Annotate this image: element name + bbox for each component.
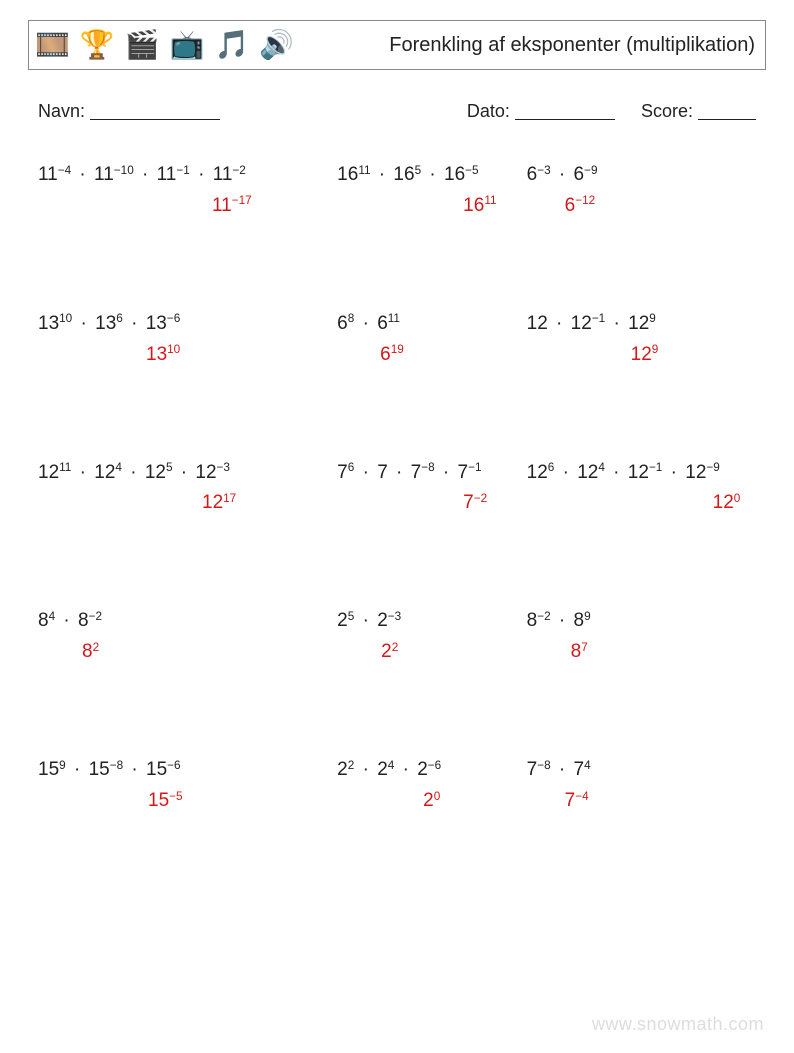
problem-answer: 22 (337, 641, 526, 663)
problem-answer: 1611 (337, 195, 526, 217)
problem-cell: 8−2 · 89 87 (527, 610, 756, 663)
problem-cell: 11−4 · 11−10 · 11−1 · 11−2 11−17 (38, 164, 337, 217)
score-blank (698, 101, 756, 120)
film-reel-icon: 🎞️ (35, 31, 70, 59)
watermark: www.snowmath.com (592, 1014, 764, 1035)
problem-expression: 1310 · 136 · 13−6 (38, 313, 337, 336)
problem-answer: 87 (527, 641, 756, 663)
problem-cell: 12 · 12−1 · 129 129 (527, 313, 756, 366)
problem-cell: 25 · 2−3 22 (337, 610, 526, 663)
problem-cell: 126 · 124 · 12−1 · 12−9 120 (527, 462, 756, 515)
problem-row: 1310 · 136 · 13−6 131068 · 611 61912 · 12−… (38, 313, 756, 366)
problem-answer: 1310 (38, 344, 337, 366)
problem-cell: 84 · 8−2 82 (38, 610, 337, 663)
problem-answer: 11−17 (38, 195, 337, 217)
problem-expression: 159 · 15−8 · 15−6 (38, 759, 337, 782)
problem-row: 84 · 8−2 8225 · 2−3 228−2 · 89 87 (38, 610, 756, 663)
problem-answer: 120 (527, 492, 756, 514)
meta-right: Dato: Score: (467, 98, 756, 122)
problem-cell: 6−3 · 6−9 6−12 (527, 164, 756, 217)
problem-expression: 7−8 · 74 (527, 759, 756, 782)
problem-expression: 22 · 24 · 2−6 (337, 759, 526, 782)
problem-cell: 1310 · 136 · 13−6 1310 (38, 313, 337, 366)
speakers-icon: 🔊 (259, 31, 294, 59)
header-box: 🎞️ 🏆 🎬 📺 🎵 🔊 Forenkling af eksponenter (multi… (28, 20, 766, 70)
problem-answer: 1217 (38, 492, 337, 514)
score-label: Score: (641, 101, 693, 121)
problem-cell: 7−8 · 74 7−4 (527, 759, 756, 812)
problem-expression: 84 · 8−2 (38, 610, 337, 633)
meta-row: Navn: Dato: Score: (38, 98, 756, 122)
problem-expression: 12 · 12−1 · 129 (527, 313, 756, 336)
problem-expression: 11−4 · 11−10 · 11−1 · 11−2 (38, 164, 337, 187)
problem-expression: 1211 · 124 · 125 · 12−3 (38, 462, 337, 485)
screen-icon: 📺 (170, 31, 205, 59)
problem-expression: 1611 · 165 · 16−5 (337, 164, 526, 187)
problem-expression: 8−2 · 89 (527, 610, 756, 633)
problem-expression: 6−3 · 6−9 (527, 164, 756, 187)
meta-date: Dato: (467, 98, 615, 122)
problem-answer: 7−2 (337, 492, 526, 514)
problem-answer: 15−5 (38, 790, 337, 812)
problem-expression: 68 · 611 (337, 313, 526, 336)
problems-grid: 11−4 · 11−10 · 11−1 · 11−2 11−171611 · 16… (38, 164, 756, 812)
problem-cell: 68 · 611 619 (337, 313, 526, 366)
meta-score: Score: (641, 98, 756, 122)
problem-expression: 25 · 2−3 (337, 610, 526, 633)
problem-cell: 159 · 15−8 · 15−6 15−5 (38, 759, 337, 812)
music-note-icon: 🎵 (215, 31, 250, 59)
problem-row: 159 · 15−8 · 15−6 15−522 · 24 · 2−6 207−8 … (38, 759, 756, 812)
trophy-icon: 🏆 (80, 31, 115, 59)
date-label: Dato: (467, 101, 510, 121)
problem-cell: 1211 · 124 · 125 · 12−3 1217 (38, 462, 337, 515)
date-blank (515, 101, 615, 120)
problem-answer: 7−4 (527, 790, 756, 812)
meta-name: Navn: (38, 98, 220, 122)
problem-row: 1211 · 124 · 125 · 12−3 121776 · 7 · 7−8 … (38, 462, 756, 515)
worksheet-title: Forenkling af eksponenter (multiplikatio… (389, 34, 755, 57)
problem-answer: 82 (38, 641, 337, 663)
problem-cell: 22 · 24 · 2−6 20 (337, 759, 526, 812)
name-label: Navn: (38, 101, 85, 121)
director-chair-icon: 🎬 (125, 31, 160, 59)
problem-answer: 619 (337, 344, 526, 366)
problem-answer: 129 (527, 344, 756, 366)
name-blank (90, 101, 220, 120)
problem-answer: 20 (337, 790, 526, 812)
worksheet-page: 🎞️ 🏆 🎬 📺 🎵 🔊 Forenkling af eksponenter (multi… (0, 0, 794, 1053)
problem-cell: 1611 · 165 · 16−5 1611 (337, 164, 526, 217)
problem-row: 11−4 · 11−10 · 11−1 · 11−2 11−171611 · 16… (38, 164, 756, 217)
problem-expression: 126 · 124 · 12−1 · 12−9 (527, 462, 756, 485)
problem-answer: 6−12 (527, 195, 756, 217)
header-icons-row: 🎞️ 🏆 🎬 📺 🎵 🔊 (35, 31, 294, 59)
problem-expression: 76 · 7 · 7−8 · 7−1 (337, 462, 526, 485)
problem-cell: 76 · 7 · 7−8 · 7−1 7−2 (337, 462, 526, 515)
